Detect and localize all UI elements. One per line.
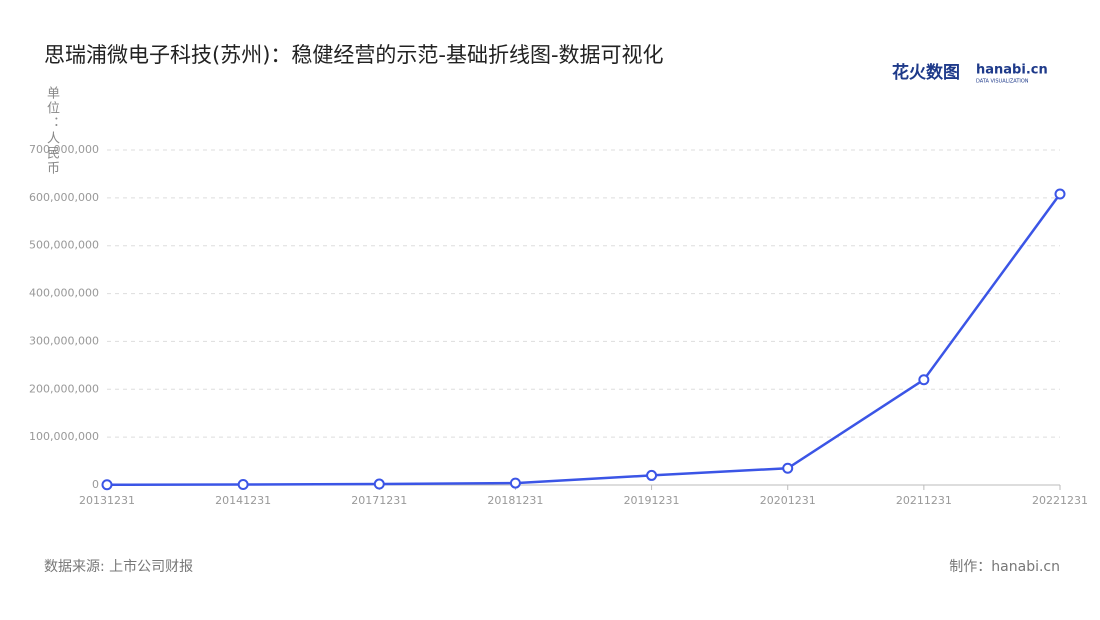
y-tick-label: 600,000,000 [29, 191, 99, 204]
credit: 制作：hanabi.cn [949, 559, 1060, 575]
point [782, 462, 794, 474]
y-axis-label: 单位：人民币 [44, 86, 59, 176]
point [1054, 188, 1066, 200]
x-tick-label: 20131231 [79, 494, 135, 507]
point [101, 479, 113, 491]
y-tick-label: 500,000,000 [29, 239, 99, 252]
logo: 花火数图 [892, 62, 960, 83]
point [646, 469, 658, 481]
logo-sub: hanabi.cn [976, 63, 1048, 78]
point [918, 374, 930, 386]
logo-tagline: DATA VISUALIZATION [976, 79, 1029, 85]
x-tick-label: 20181231 [487, 494, 543, 507]
x-tick-label: 20221231 [1032, 494, 1088, 507]
y-tick-label: 0 [92, 478, 99, 491]
x-tick-label: 20201231 [760, 494, 816, 507]
y-tick-label: 200,000,000 [29, 382, 99, 395]
point [373, 478, 385, 490]
x-tick-label: 20141231 [215, 494, 271, 507]
y-tick-label: 700,000,000 [29, 143, 99, 156]
y-tick-label: 400,000,000 [29, 287, 99, 300]
x-tick-label: 20171231 [351, 494, 407, 507]
source: 数据来源: 上市公司财报 [44, 558, 193, 575]
x-tick-label: 20211231 [896, 494, 952, 507]
point [237, 479, 249, 491]
point [509, 477, 521, 489]
x-tick-label: 20191231 [624, 494, 680, 507]
chart-title: 思瑞浦微电子科技(苏州)：稳健经营的示范-基础折线图-数据可视化 [44, 43, 664, 67]
line [106, 193, 1062, 487]
y-tick-label: 300,000,000 [29, 334, 99, 347]
y-tick-label: 100,000,000 [29, 430, 99, 443]
